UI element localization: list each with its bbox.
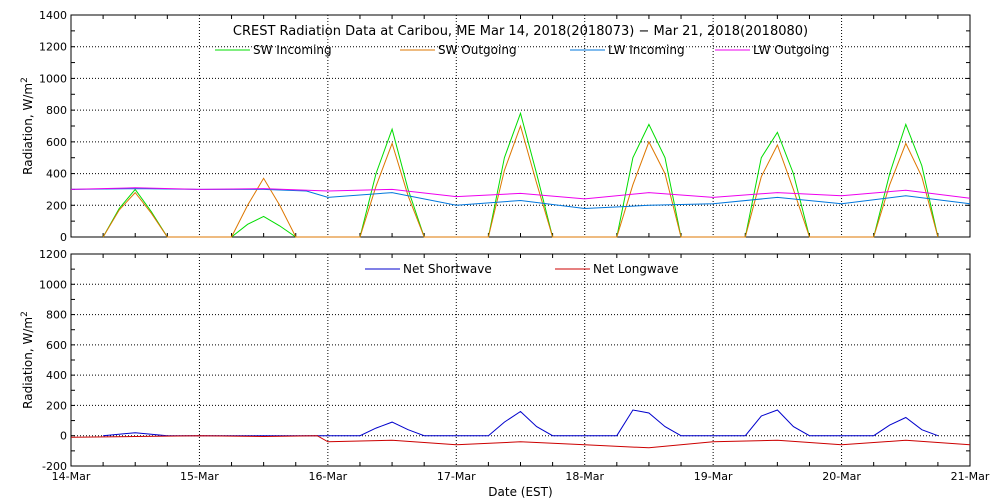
panel-1-y-tick-label: 1400 [39, 9, 67, 22]
panel-1-series-line-1 [102, 111, 939, 238]
chart-title: CREST Radiation Data at Caribou, ME Mar … [233, 24, 808, 39]
panel-1-y-tick-label: 800 [46, 104, 67, 117]
panel-2-y-tick-label: 0 [60, 430, 67, 443]
panel-2-x-tick-label: 17-Mar [437, 470, 476, 483]
panel-1-y-tick-label: 200 [46, 199, 67, 212]
panel-1-legend-label-3: LW Incoming [608, 43, 685, 57]
panel-1-y-tick-label: 400 [46, 168, 67, 181]
panel-2-series-line-1 [103, 409, 939, 437]
panel-2-y-tick-label: 200 [46, 399, 67, 412]
panel-1-y-tick-label: 1000 [39, 72, 67, 85]
panel-1-y-tick-label: 1200 [39, 41, 67, 54]
panel-1-y-axis-title: Radiation, W/m2 [20, 77, 35, 175]
panel-2-y-tick-label: 800 [46, 309, 67, 322]
panel-2-y-tick-label: 600 [46, 339, 67, 352]
panel-1-legend-label-1: SW Incoming [253, 43, 332, 57]
panel-2-y-tick-label: 1200 [39, 248, 67, 261]
panel-2-x-tick-label: 18-Mar [565, 470, 604, 483]
x-axis-title: Date (EST) [488, 485, 552, 499]
panel-1-legend-label-4: LW Outgoing [753, 43, 830, 57]
panel-2-legend-label-1: Net Shortwave [403, 262, 492, 276]
panel-2-x-tick-label: 14-Mar [52, 470, 91, 483]
panel-1-legend-label-2: SW Outgoing [438, 43, 517, 57]
panel-2-frame [70, 253, 971, 467]
panel-1-y-tick-label: 600 [46, 136, 67, 149]
panel-1-y-tick-label: 0 [60, 231, 67, 244]
panel-2-legend-label-2: Net Longwave [593, 262, 679, 276]
panel-2-series-line-2 [70, 435, 971, 449]
panel-1-series-line-2 [102, 124, 939, 238]
panel-1-series-line-4 [70, 187, 971, 200]
panel-2-y-tick-label: 400 [46, 369, 67, 382]
panel-2-x-tick-label: 15-Mar [180, 470, 219, 483]
panel-2-x-tick-label: 19-Mar [694, 470, 733, 483]
panel-2-y-tick-label: 1000 [39, 278, 67, 291]
panel-2-y-tick-label: -200 [42, 460, 67, 473]
panel-2-x-tick-label: 20-Mar [822, 470, 861, 483]
panel-2-y-axis-title: Radiation, W/m2 [20, 311, 35, 409]
panel-2-x-tick-label: 16-Mar [308, 470, 347, 483]
panel-2-x-tick-label: 21-Mar [951, 470, 990, 483]
